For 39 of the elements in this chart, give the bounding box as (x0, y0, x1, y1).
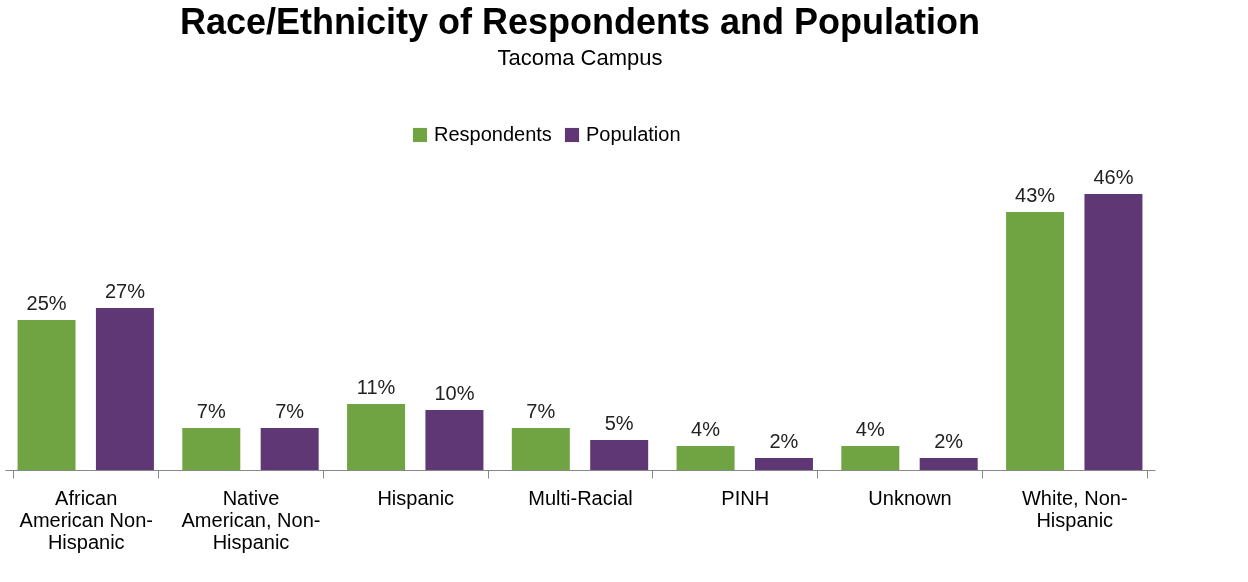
data-label: 5% (604, 412, 634, 434)
bar (260, 428, 319, 470)
bar (676, 446, 735, 470)
legend-label: Population (586, 123, 681, 145)
x-tick-label: Multi-Racial (528, 486, 633, 509)
data-label: 4% (691, 418, 721, 440)
data-label: 10% (434, 382, 475, 404)
bar (425, 410, 484, 470)
chart-title: Race/Ethnicity of Respondents and Population (179, 1, 981, 42)
data-label: 25% (26, 292, 67, 314)
data-label: 46% (1093, 166, 1134, 188)
bar (182, 428, 241, 470)
bar (1006, 212, 1065, 470)
bar (919, 458, 978, 470)
legend-label: Respondents (434, 123, 552, 145)
x-tick-label: Native American, Non-Hispanic (181, 486, 321, 553)
data-label: 2% (769, 430, 799, 452)
bar (347, 404, 406, 470)
bar (95, 308, 154, 470)
data-label: 7% (275, 400, 305, 422)
bar (1084, 194, 1143, 470)
x-tick-label: PINH (721, 486, 770, 509)
bar (590, 440, 649, 470)
data-label: 27% (104, 280, 146, 302)
data-label: 11% (356, 376, 396, 398)
data-label: 2% (934, 430, 964, 452)
chart-subtitle: Tacoma Campus (497, 45, 663, 70)
data-label: 7% (526, 400, 556, 422)
x-tick-label: Hispanic (377, 486, 455, 509)
bar (841, 446, 900, 470)
data-label: 43% (1015, 184, 1056, 206)
x-tick-label: White, Non-Hispanic (1021, 486, 1128, 531)
bar (511, 428, 570, 470)
bar (754, 458, 813, 470)
data-label: 7% (196, 400, 226, 422)
data-label: 4% (855, 418, 885, 440)
bar (17, 320, 76, 470)
x-tick-label: African American Non-Hispanic (19, 486, 153, 553)
x-tick-label: Unknown (868, 486, 952, 509)
